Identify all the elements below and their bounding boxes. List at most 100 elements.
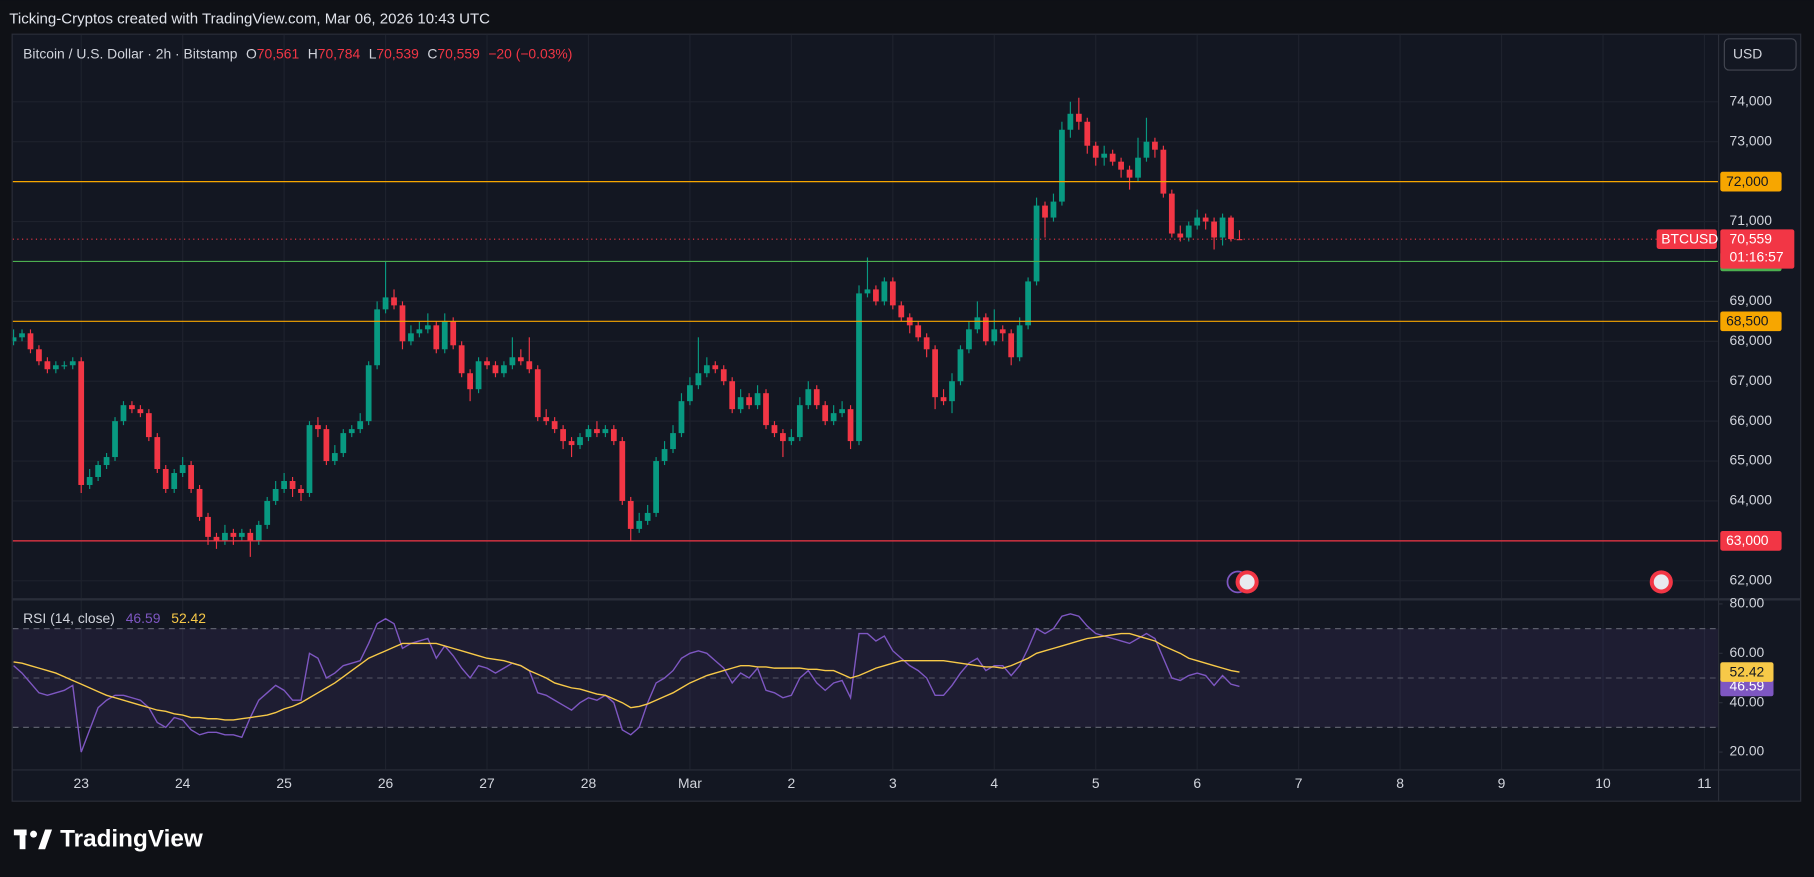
candle-body — [678, 401, 685, 434]
candle-body — [264, 500, 271, 525]
candle-body — [627, 500, 634, 529]
candle-body — [348, 429, 355, 434]
candle-body — [1042, 205, 1048, 218]
candle-body — [881, 281, 888, 302]
candle-body — [534, 369, 541, 418]
x-tick-label: 25 — [276, 775, 292, 791]
candle-body — [95, 465, 101, 478]
candle-body — [543, 417, 550, 422]
x-tick-label: Mar — [678, 775, 702, 791]
x-tick-label: 9 — [1498, 775, 1506, 791]
price-legend: Bitcoin / U.S. Dollar · 2h · Bitstamp O7… — [23, 45, 572, 61]
candle-body — [1219, 217, 1226, 238]
x-tick-label: 11 — [1697, 775, 1712, 791]
candle-body — [298, 488, 304, 493]
rsi-pane — [12, 613, 1718, 753]
candle-body — [44, 361, 51, 370]
open-value: 70,561 — [257, 45, 300, 61]
candle-body — [52, 365, 59, 370]
x-tick-label: 2 — [788, 775, 796, 791]
candle-body — [323, 429, 330, 462]
candle-body — [1109, 153, 1116, 162]
candle-body — [78, 361, 85, 485]
candle-body — [687, 385, 693, 402]
y-tick-label: 73,000 — [1730, 132, 1773, 148]
candle-body — [281, 480, 287, 489]
candle-body — [949, 381, 955, 402]
rsi-title: RSI (14, close) — [23, 610, 115, 626]
candle-body — [69, 361, 76, 366]
price-pane — [12, 97, 1718, 557]
candle-body — [365, 365, 372, 422]
candle-body — [289, 480, 296, 489]
candle-body — [213, 536, 220, 541]
x-tick-label: 5 — [1092, 775, 1100, 791]
candle-body — [61, 365, 68, 367]
close-label: C — [427, 45, 437, 61]
candle-body — [1160, 149, 1167, 194]
candle-body — [179, 465, 186, 474]
candle-body — [805, 389, 812, 406]
candle-body — [923, 337, 930, 350]
candle-body — [610, 429, 617, 442]
candle-body — [661, 449, 668, 462]
logo-part — [30, 830, 38, 838]
rsi-legend: RSI (14, close) 46.59 52.42 — [23, 610, 206, 626]
candle-body — [1084, 121, 1091, 146]
candle-body — [509, 357, 516, 366]
grid — [12, 34, 1718, 770]
candle-body — [1033, 205, 1040, 282]
y-tick-label: 62,000 — [1730, 571, 1773, 587]
last-price-badge — [1720, 229, 1795, 269]
candle-body — [568, 441, 575, 446]
candle-body — [120, 405, 127, 422]
currency-button[interactable] — [1723, 38, 1797, 71]
candle-body — [441, 321, 448, 350]
candle-body — [399, 305, 406, 342]
candle-body — [551, 421, 558, 430]
candle-body — [636, 520, 643, 529]
candle-body — [1059, 129, 1065, 202]
candle-body — [839, 409, 845, 414]
candle-body — [162, 469, 169, 489]
candle-body — [653, 461, 659, 513]
candle-body — [458, 345, 465, 374]
candle-body — [1050, 201, 1057, 218]
candle-body — [957, 349, 964, 382]
candle-body — [1092, 145, 1099, 158]
candle-body — [331, 453, 338, 462]
candle-body — [340, 433, 347, 454]
candle-body — [619, 441, 626, 501]
candle-body — [86, 477, 93, 485]
candle-body — [670, 433, 676, 450]
candle-body — [932, 349, 938, 398]
candle-body — [771, 425, 778, 434]
x-tick-label: 4 — [990, 775, 998, 791]
candle-body — [374, 309, 380, 366]
y-tick-label: 71,000 — [1730, 212, 1773, 228]
candle-body — [416, 329, 423, 334]
candle-body — [154, 437, 161, 470]
y-tick-label: 65,000 — [1730, 452, 1773, 468]
candle-body — [1202, 217, 1209, 222]
currency-label[interactable]: USD — [1733, 46, 1762, 62]
candle-body — [1177, 233, 1184, 238]
candle-body — [230, 532, 237, 537]
y-tick-label: 68,000 — [1730, 332, 1773, 348]
candle-body — [137, 409, 144, 414]
y-tick-label: 80.00 — [1730, 595, 1765, 611]
candle-body — [763, 393, 769, 426]
candle-body — [188, 465, 194, 489]
candle-body — [1067, 113, 1074, 130]
candle-body — [205, 516, 211, 537]
candle-body — [450, 321, 457, 346]
candle-body — [484, 361, 490, 366]
x-tick-label: 27 — [479, 775, 495, 791]
low-value: 70,539 — [376, 45, 419, 61]
candle-body — [222, 532, 228, 541]
candle-body — [357, 421, 364, 430]
candle-body — [196, 488, 203, 517]
x-tick-label: 8 — [1396, 775, 1404, 791]
y-tick-label: 74,000 — [1730, 92, 1773, 108]
